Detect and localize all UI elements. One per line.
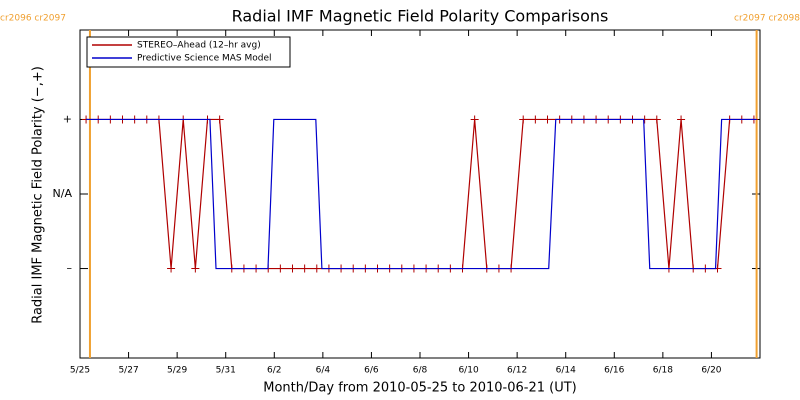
x-tick-label: 6/16: [604, 366, 624, 376]
y-tick-label: +: [63, 112, 72, 125]
point-marker: [531, 115, 540, 124]
point-marker: [312, 264, 321, 273]
x-tick-label: 6/4: [316, 366, 331, 376]
point-marker: [652, 115, 661, 124]
point-marker: [519, 115, 528, 124]
x-tick-label: 5/27: [118, 366, 138, 376]
series-line: [86, 118, 754, 270]
point-marker: [276, 264, 285, 273]
point-marker: [470, 115, 479, 124]
chart-title: Radial IMF Magnetic Field Polarity Compa…: [232, 7, 609, 26]
x-tick-label: 6/2: [267, 366, 281, 376]
x-tick-label: 6/12: [507, 366, 527, 376]
x-tick-label: 6/20: [701, 366, 721, 376]
y-tick-label: –: [67, 262, 73, 275]
y-tick-label: N/A: [53, 187, 73, 200]
point-marker: [543, 115, 552, 124]
legend-label: Predictive Science MAS Model: [137, 54, 272, 64]
point-marker: [167, 264, 176, 273]
x-tick-label: 6/18: [653, 366, 673, 376]
y-axis-label: Radial IMF Magnetic Field Polarity (−,+): [31, 66, 46, 324]
series-line: [86, 118, 757, 270]
point-marker: [300, 264, 309, 273]
x-tick-label: 5/29: [167, 366, 187, 376]
point-marker: [215, 115, 224, 124]
boundary-label: cr2097 cr2098: [734, 14, 800, 24]
x-axis-label: Month/Day from 2010-05-25 to 2010-06-21 …: [263, 381, 576, 396]
legend-box: [86, 36, 291, 68]
x-tick-label: 6/6: [364, 366, 379, 376]
point-marker: [677, 115, 686, 124]
x-tick-label: 6/14: [556, 366, 576, 376]
x-tick-label: 5/31: [216, 366, 236, 376]
legend-label: STEREO–Ahead (12–hr avg): [137, 41, 261, 51]
x-tick-label: 6/10: [458, 366, 478, 376]
point-marker: [191, 264, 200, 273]
boundary-label: cr2096 cr2097: [0, 14, 66, 24]
plot-frame: [79, 29, 761, 359]
x-tick-label: 5/25: [70, 366, 90, 376]
x-tick-label: 6/8: [413, 366, 428, 376]
point-marker: [288, 264, 297, 273]
